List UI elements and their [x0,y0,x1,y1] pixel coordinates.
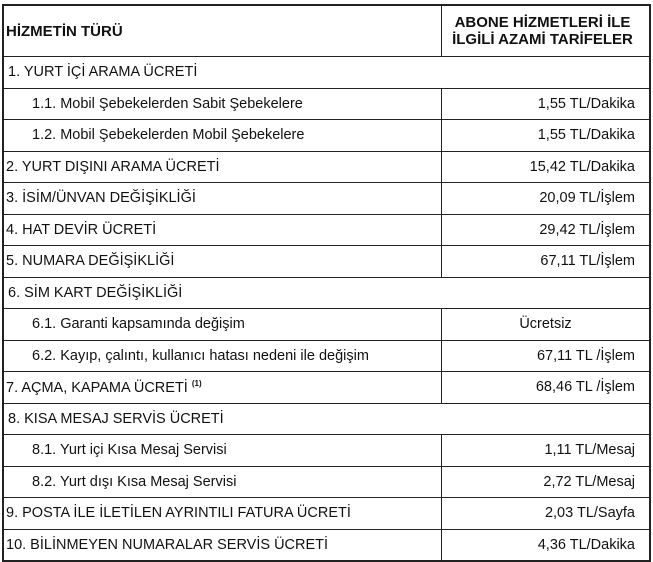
table-row: 3. İSİM/ÜNVAN DEĞİŞİKLİĞİ 20,09 TL/İşlem [2,182,651,215]
row-label: 8.1. Yurt içi Kısa Mesaj Servisi [2,434,442,467]
table-header: HİZMETİN TÜRÜ ABONE HİZMETLERİ İLE İLGİL… [2,4,651,57]
table-row: 9. POSTA İLE İLETİLEN AYRINTILI FATURA Ü… [2,497,651,530]
header-service-type: HİZMETİN TÜRÜ [2,4,442,57]
row-value: 20,09 TL/İşlem [441,182,651,215]
tariff-table: HİZMETİN TÜRÜ ABONE HİZMETLERİ İLE İLGİL… [2,4,651,562]
row-label: 6.1. Garanti kapsamında değişim [2,308,442,341]
row-value: Ücretsiz [441,308,651,341]
header-max-tariffs: ABONE HİZMETLERİ İLE İLGİLİ AZAMİ TARİFE… [441,4,651,57]
table-row: 10. BİLİNMEYEN NUMARALAR SERVİS ÜCRETİ 4,… [2,528,651,562]
row-label: 1.2. Mobil Şebekelerden Mobil Şebekelere [2,119,442,152]
row-label: 4. HAT DEVİR ÜCRETİ [2,213,442,246]
row-label: 2. YURT DIŞINI ARAMA ÜCRETİ [2,150,442,183]
row-value: 68,46 TL /İşlem [441,371,651,404]
row-value: 1,55 TL/Dakika [441,87,651,120]
table-row: 6. SİM KART DEĞİŞİKLİĞİ [2,276,651,309]
row-label: 9. POSTA İLE İLETİLEN AYRINTILI FATURA Ü… [2,497,442,530]
row-label-text: 7. AÇMA, KAPAMA ÜCRETİ [6,379,188,396]
table-row: 5. NUMARA DEĞİŞİKLİĞİ 67,11 TL/İşlem [2,245,651,278]
row-value: 15,42 TL/Dakika [441,150,651,183]
table-row: 6.1. Garanti kapsamında değişim Ücretsiz [2,308,651,341]
table-row: 6.2. Kayıp, çalıntı, kullanıcı hatası ne… [2,339,651,372]
row-value: 2,72 TL/Mesaj [441,465,651,498]
row-value: 67,11 TL/İşlem [441,245,651,278]
section-label: 8. KISA MESAJ SERVİS ÜCRETİ [2,402,651,435]
header-line-1: ABONE HİZMETLERİ İLE [454,14,631,31]
row-label: 1.1. Mobil Şebekelerden Sabit Şebekelere [2,87,442,120]
header-line-2: İLGİLİ AZAMİ TARİFELER [452,31,633,48]
footnote-marker: (1) [191,378,202,388]
section-label: 1. YURT İÇİ ARAMA ÜCRETİ [2,56,651,89]
table-row: 1.1. Mobil Şebekelerden Sabit Şebekelere… [2,87,651,120]
table-row: 2. YURT DIŞINI ARAMA ÜCRETİ 15,42 TL/Daki… [2,150,651,183]
row-label: 5. NUMARA DEĞİŞİKLİĞİ [2,245,442,278]
table-row: 1. YURT İÇİ ARAMA ÜCRETİ [2,56,651,89]
row-label: 7. AÇMA, KAPAMA ÜCRETİ (1) [2,371,442,404]
table-row: 4. HAT DEVİR ÜCRETİ 29,42 TL/İşlem [2,213,651,246]
table-row: 1.2. Mobil Şebekelerden Mobil Şebekelere… [2,119,651,152]
table-row: 7. AÇMA, KAPAMA ÜCRETİ (1) 68,46 TL /İşle… [2,371,651,404]
row-label: 8.2. Yurt dışı Kısa Mesaj Servisi [2,465,442,498]
section-label: 6. SİM KART DEĞİŞİKLİĞİ [2,276,651,309]
row-value: 1,55 TL/Dakika [441,119,651,152]
table-row: 8. KISA MESAJ SERVİS ÜCRETİ [2,402,651,435]
table-row: 8.2. Yurt dışı Kısa Mesaj Servisi 2,72 TL… [2,465,651,498]
table-row: 8.1. Yurt içi Kısa Mesaj Servisi 1,11 TL/… [2,434,651,467]
row-value: 1,11 TL/Mesaj [441,434,651,467]
row-value: 2,03 TL/Sayfa [441,497,651,530]
row-value: 29,42 TL/İşlem [441,213,651,246]
row-label: 3. İSİM/ÜNVAN DEĞİŞİKLİĞİ [2,182,442,215]
row-label: 10. BİLİNMEYEN NUMARALAR SERVİS ÜCRETİ [2,528,442,562]
row-label: 6.2. Kayıp, çalıntı, kullanıcı hatası ne… [2,339,442,372]
row-value: 4,36 TL/Dakika [441,528,651,562]
row-value: 67,11 TL /İşlem [441,339,651,372]
